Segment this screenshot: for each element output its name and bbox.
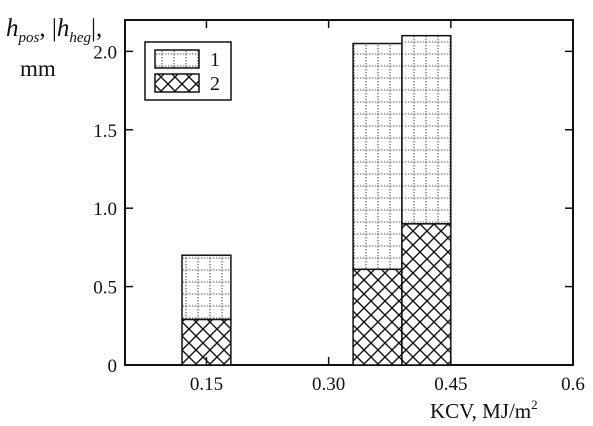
legend-swatch-2 (154, 73, 200, 93)
x-axis-label: KCV, MJ/m2 (430, 397, 538, 423)
y-axis-unit: mm (20, 56, 56, 81)
plot-frame (124, 19, 574, 366)
bar-series2-1 (352, 268, 403, 366)
x-tick-label-3: 0.6 (561, 374, 585, 395)
y-label-end: |, (91, 15, 102, 42)
y-axis-label: hpos, |hheg|, (6, 15, 102, 46)
x-label-sup: 2 (531, 397, 538, 412)
bars-layer (181, 34, 452, 366)
y-label-h1: h (6, 15, 19, 42)
y-tick-label-1: 0.5 (93, 278, 117, 299)
legend: 1 2 (144, 41, 232, 101)
x-tick-label-1: 0.30 (312, 374, 345, 395)
y-ticks: 0 0.5 1.0 1.5 2.0 (93, 42, 573, 377)
y-label-sub2: heg (69, 30, 91, 46)
y-tick-label-4: 2.0 (93, 42, 117, 63)
bar-series2-2 (401, 223, 452, 366)
x-tick-label-0: 0.15 (190, 374, 223, 395)
y-tick-label-2: 1.0 (93, 199, 117, 220)
legend-label-1: 1 (210, 49, 220, 71)
y-label-sep: , | (39, 15, 57, 42)
x-label-main: KCV, MJ/m (430, 399, 531, 423)
bar-series1-0 (181, 254, 232, 321)
y-tick-label-3: 1.5 (93, 121, 117, 142)
y-label-sub1: pos (18, 30, 40, 46)
bar-series1-1 (352, 42, 403, 271)
y-tick-label-0: 0 (108, 356, 118, 377)
x-ticks: 0.15 0.30 0.45 0.6 (190, 20, 585, 395)
legend-swatch-1 (154, 49, 200, 69)
y-label-h2: h (57, 15, 70, 42)
bar-series1-2 (401, 34, 452, 225)
x-tick-label-2: 0.45 (434, 374, 467, 395)
legend-label-2: 2 (210, 73, 220, 95)
